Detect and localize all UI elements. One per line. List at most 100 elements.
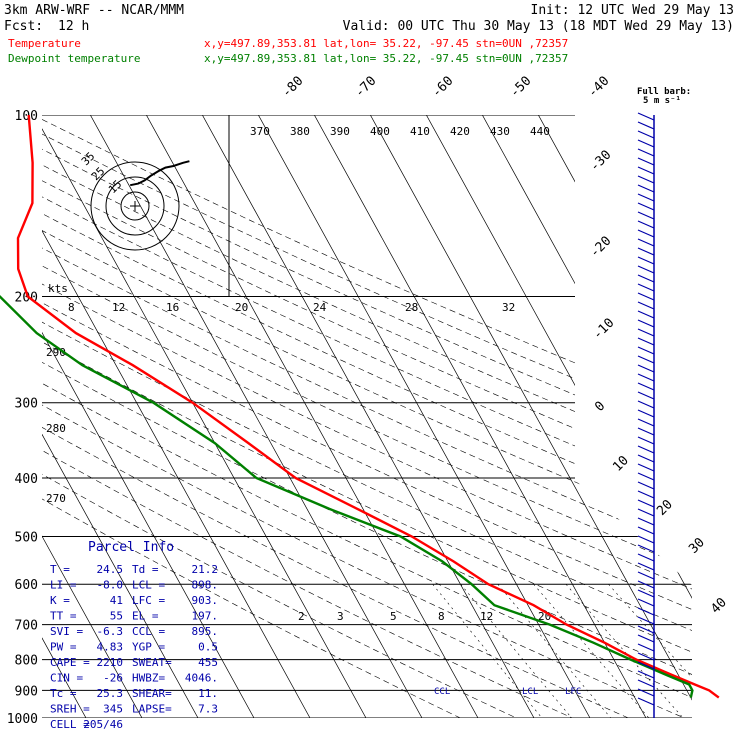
wind-barb bbox=[637, 517, 655, 526]
wind-barb bbox=[637, 418, 655, 427]
isotherm bbox=[370, 115, 692, 718]
wind-barb bbox=[637, 382, 655, 391]
wind-barb bbox=[637, 301, 655, 310]
parcel-info-cell: 55 bbox=[110, 610, 123, 623]
parcel-info-cell: EL = bbox=[132, 610, 159, 623]
isotherm bbox=[42, 115, 199, 718]
parcel-info-cell: 11. bbox=[198, 687, 218, 700]
mixing-ratio-line bbox=[608, 584, 692, 718]
dry-adiabat bbox=[42, 115, 692, 718]
wind-barb bbox=[637, 391, 655, 400]
fcst-label: Fcst: bbox=[4, 19, 43, 34]
wind-barb bbox=[637, 148, 655, 157]
wind-barb bbox=[637, 355, 655, 364]
theta-label: 400 bbox=[370, 125, 390, 138]
wind-barb bbox=[637, 580, 655, 589]
pressure-label-800: 800 bbox=[15, 654, 38, 669]
parcel-info-box: Parcel Info T = 24.5 Td = 21.2 LI = -8.0 LCL =… bbox=[50, 540, 218, 731]
pressure-label-700: 700 bbox=[15, 619, 38, 634]
wind-barb bbox=[637, 139, 655, 148]
wind-barb bbox=[637, 598, 655, 607]
wind-barb bbox=[637, 490, 655, 499]
wind-barb bbox=[637, 328, 655, 337]
theta-label: 440 bbox=[530, 125, 550, 138]
isotherm bbox=[42, 115, 367, 718]
dry-adiabat bbox=[42, 115, 692, 718]
wind-barb bbox=[637, 535, 655, 544]
parcel-info-cell: 205/46 bbox=[83, 718, 123, 731]
parcel-info-cell: CELL = bbox=[50, 718, 90, 731]
level-marker-lcl: LCL bbox=[522, 687, 538, 697]
wind-barb bbox=[637, 409, 655, 418]
mixing-ratio-line bbox=[497, 584, 612, 718]
dry-adiabat bbox=[42, 115, 692, 718]
wind-barb bbox=[637, 346, 655, 355]
parcel-info-cell: K = bbox=[50, 594, 70, 607]
isotherm bbox=[314, 115, 647, 718]
dry-adiabat bbox=[42, 115, 692, 718]
wind-barb bbox=[637, 427, 655, 436]
wind-barb bbox=[637, 526, 655, 535]
wind-barb bbox=[637, 589, 655, 598]
dry-adiabat bbox=[42, 115, 692, 718]
barb-key-title: Full barb: bbox=[637, 87, 691, 97]
wind-barb bbox=[637, 562, 655, 571]
mixing-ratio-line bbox=[432, 584, 543, 718]
hodo-speed-label: 20 bbox=[235, 301, 248, 314]
isotherm bbox=[146, 115, 479, 718]
wind-barb bbox=[637, 463, 655, 472]
theta-label-left: 280 bbox=[46, 422, 66, 435]
legend-temperature-label: Temperature bbox=[8, 37, 81, 50]
pressure-label-300: 300 bbox=[15, 397, 38, 412]
wind-barb bbox=[637, 643, 655, 652]
parcel-info-cell: SREH = bbox=[50, 703, 90, 716]
wind-barb bbox=[637, 193, 655, 202]
wind-barb bbox=[637, 481, 655, 490]
parcel-info-cell: Td = bbox=[132, 563, 159, 576]
parcel-info-cell: 25.3 bbox=[97, 687, 124, 700]
wind-barb bbox=[637, 364, 655, 373]
init-time: Init: 12 UTC Wed 29 May 13 bbox=[531, 3, 735, 18]
wind-barb bbox=[637, 679, 655, 688]
mixing-ratio-line bbox=[565, 584, 684, 718]
wind-barb bbox=[637, 175, 655, 184]
wind-barb bbox=[637, 445, 655, 454]
wind-barb bbox=[637, 652, 655, 661]
parcel-info-cell: 895. bbox=[192, 625, 219, 638]
trace-dewpoint-temperature bbox=[0, 294, 694, 698]
wind-barb bbox=[637, 499, 655, 508]
hodo-speed-label: 32 bbox=[502, 301, 515, 314]
dry-adiabat bbox=[42, 115, 692, 718]
wind-barb bbox=[637, 616, 655, 625]
parcel-info-title: Parcel Info bbox=[88, 540, 174, 555]
parcel-info-cell: SVI = bbox=[50, 625, 83, 638]
hodograph: 35 25 15 kts bbox=[48, 115, 230, 296]
wind-barb bbox=[637, 607, 655, 616]
wind-barb bbox=[637, 508, 655, 517]
mixing-ratio-label: 5 bbox=[390, 610, 397, 623]
wind-barb bbox=[637, 571, 655, 580]
parcel-info-cell: 24.5 bbox=[97, 563, 124, 576]
parcel-info-cell: T = bbox=[50, 563, 70, 576]
wind-barb bbox=[637, 202, 655, 211]
dry-adiabat bbox=[42, 115, 685, 718]
wind-barb bbox=[637, 265, 655, 274]
dry-adiabat bbox=[42, 115, 692, 718]
parcel-info-cell: YGP = bbox=[132, 641, 165, 654]
wind-barb bbox=[637, 274, 655, 283]
wind-barb bbox=[637, 112, 655, 121]
mixing-ratio-label: 8 bbox=[438, 610, 445, 623]
parcel-info-cell: -26 bbox=[103, 672, 123, 685]
dry-adiabat bbox=[42, 115, 573, 718]
mixing-ratio-label: 12 bbox=[480, 610, 493, 623]
pressure-label-200: 200 bbox=[15, 291, 38, 306]
wind-barb bbox=[637, 256, 655, 265]
wind-barb bbox=[637, 247, 655, 256]
wind-barb bbox=[637, 544, 655, 553]
wind-barb bbox=[637, 220, 655, 229]
parcel-info-cell: 2210 bbox=[97, 656, 124, 669]
legend-temperature-info: x,y=497.89,353.81 lat,lon= 35.22, -97.45… bbox=[204, 37, 568, 50]
dry-adiabat bbox=[42, 115, 692, 718]
pressure-label-400: 400 bbox=[15, 472, 38, 487]
